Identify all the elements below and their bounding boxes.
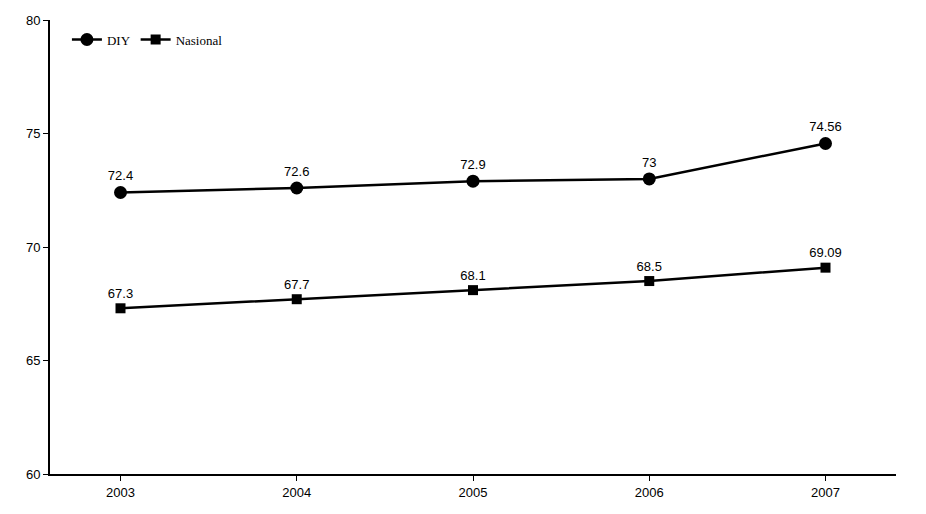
svg-text:2007: 2007 — [811, 485, 840, 500]
svg-text:69.09: 69.09 — [809, 245, 842, 260]
svg-text:67.3: 67.3 — [108, 286, 133, 301]
svg-text:70: 70 — [26, 240, 40, 255]
svg-text:Nasional: Nasional — [176, 33, 223, 48]
svg-text:DIY: DIY — [107, 33, 131, 48]
svg-text:74.56: 74.56 — [809, 119, 842, 134]
svg-text:65: 65 — [26, 353, 40, 368]
svg-text:72.4: 72.4 — [108, 168, 133, 183]
svg-text:72.9: 72.9 — [460, 157, 485, 172]
svg-text:2006: 2006 — [635, 485, 664, 500]
svg-text:2004: 2004 — [282, 485, 311, 500]
svg-text:68.1: 68.1 — [460, 268, 485, 283]
svg-text:2005: 2005 — [459, 485, 488, 500]
svg-text:67.7: 67.7 — [284, 277, 309, 292]
svg-text:73: 73 — [642, 155, 656, 170]
svg-text:75: 75 — [26, 126, 40, 141]
svg-text:80: 80 — [26, 13, 40, 28]
svg-text:60: 60 — [26, 467, 40, 482]
svg-text:2003: 2003 — [106, 485, 135, 500]
svg-text:72.6: 72.6 — [284, 164, 309, 179]
svg-text:68.5: 68.5 — [637, 259, 662, 274]
